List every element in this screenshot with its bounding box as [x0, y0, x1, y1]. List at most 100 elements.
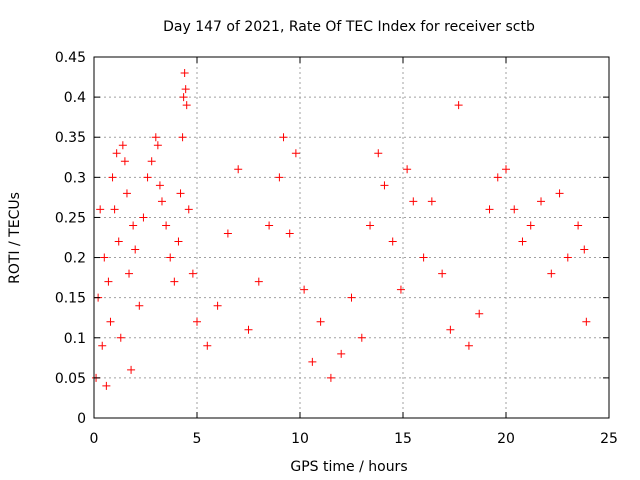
- data-point: [96, 205, 105, 214]
- data-point: [162, 221, 171, 230]
- data-point: [493, 173, 502, 182]
- data-point: [116, 333, 125, 342]
- data-point: [582, 317, 591, 326]
- y-tick-label: 0: [77, 411, 86, 427]
- data-point: [403, 165, 412, 174]
- y-tick-label: 0.05: [55, 371, 86, 387]
- data-point: [180, 69, 189, 78]
- data-point: [174, 237, 183, 246]
- data-point: [188, 269, 197, 278]
- data-point: [106, 317, 115, 326]
- data-point: [337, 349, 346, 358]
- data-point: [157, 197, 166, 206]
- data-point: [580, 245, 589, 254]
- data-point: [275, 173, 284, 182]
- axis-ticks: 0 0.05 0.1 0.15 0.2 0.25 0.3 0.35 0.4 0.45 0 5 10 15 2…: [55, 50, 618, 447]
- data-point: [446, 325, 455, 334]
- data-point: [127, 365, 136, 374]
- data-point: [143, 173, 152, 182]
- x-tick-label: 0: [90, 431, 99, 447]
- data-point: [396, 285, 405, 294]
- data-point: [464, 341, 473, 350]
- data-point: [254, 277, 263, 286]
- data-point: [555, 189, 564, 198]
- data-point: [510, 205, 519, 214]
- y-tick-label: 0.2: [64, 251, 86, 267]
- y-tick-label: 0.25: [55, 210, 86, 226]
- data-point: [537, 197, 546, 206]
- data-point: [203, 341, 212, 350]
- data-point: [129, 221, 138, 230]
- data-point: [170, 277, 179, 286]
- chart-title: Day 147 of 2021, Rate Of TEC Index for r…: [163, 19, 535, 35]
- x-tick-label: 5: [193, 431, 202, 447]
- data-point: [155, 181, 164, 190]
- data-point: [427, 197, 436, 206]
- data-point: [118, 141, 127, 150]
- data-points: [92, 69, 591, 390]
- data-point: [265, 221, 274, 230]
- data-point: [135, 301, 144, 310]
- data-point: [475, 309, 484, 318]
- data-point: [244, 325, 253, 334]
- y-tick-label: 0.45: [55, 50, 86, 66]
- data-point: [326, 373, 335, 382]
- data-point: [285, 229, 294, 238]
- data-point: [316, 317, 325, 326]
- data-point: [485, 205, 494, 214]
- data-point: [110, 205, 119, 214]
- data-point: [213, 301, 222, 310]
- data-point: [98, 341, 107, 350]
- data-point: [388, 237, 397, 246]
- y-tick-label: 0.35: [55, 130, 86, 146]
- data-point: [279, 133, 288, 142]
- data-point: [102, 381, 111, 390]
- grid-lines: [94, 57, 609, 418]
- data-point: [120, 157, 129, 166]
- data-point: [574, 221, 583, 230]
- data-point: [131, 245, 140, 254]
- data-point: [563, 253, 572, 262]
- y-tick-label: 0.1: [64, 331, 86, 347]
- data-point: [366, 221, 375, 230]
- data-point: [100, 253, 109, 262]
- data-point: [139, 213, 148, 222]
- data-point: [502, 165, 510, 174]
- plot-area-border: [93, 56, 610, 419]
- data-point: [547, 269, 556, 278]
- data-point: [347, 293, 356, 302]
- data-point: [166, 253, 175, 262]
- data-point: [182, 101, 191, 110]
- x-axis-label: GPS time / hours: [290, 459, 407, 475]
- data-point: [419, 253, 428, 262]
- data-point: [518, 237, 527, 246]
- data-point: [178, 133, 187, 142]
- data-point: [409, 197, 418, 206]
- data-point: [125, 269, 134, 278]
- data-point: [234, 165, 243, 174]
- y-tick-label: 0.4: [64, 90, 86, 106]
- data-point: [291, 149, 300, 158]
- data-point: [380, 181, 389, 190]
- data-point: [526, 221, 535, 230]
- data-point: [374, 149, 383, 158]
- data-point: [176, 189, 185, 198]
- y-tick-label: 0.15: [55, 291, 86, 307]
- data-point: [223, 229, 232, 238]
- data-point: [438, 269, 447, 278]
- data-point: [151, 133, 160, 142]
- data-point: [454, 101, 463, 110]
- data-point: [193, 317, 201, 326]
- x-tick-label: 15: [394, 431, 412, 447]
- data-point: [108, 173, 117, 182]
- data-point: [179, 93, 188, 102]
- y-axis-label: ROTI / TECUs: [7, 192, 23, 284]
- y-tick-label: 0.3: [64, 170, 86, 186]
- data-point: [114, 237, 123, 246]
- data-point: [300, 285, 309, 294]
- x-tick-label: 10: [291, 431, 309, 447]
- data-point: [308, 357, 317, 366]
- data-point: [104, 277, 113, 286]
- x-tick-label: 25: [600, 431, 618, 447]
